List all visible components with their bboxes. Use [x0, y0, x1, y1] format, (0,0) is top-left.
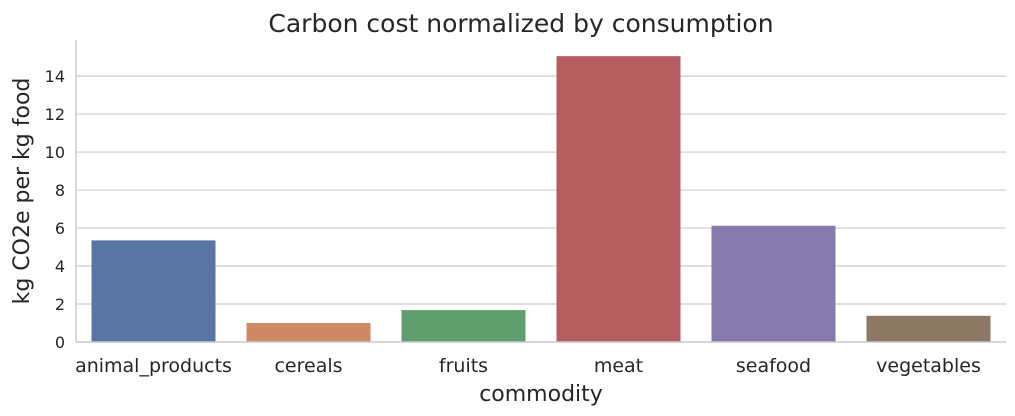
x-axis-label: commodity: [479, 382, 603, 407]
y-tick-label-14: 14: [45, 67, 65, 86]
bar-seafood: [711, 225, 836, 342]
x-tick-label-animal-products: animal_products: [75, 355, 232, 377]
x-tick-label-vegetables: vegetables: [876, 355, 981, 377]
y-tick-label-4: 4: [55, 257, 65, 276]
y-tick-label-10: 10: [45, 143, 65, 162]
bar-vegetables: [866, 315, 991, 342]
x-tick-label-seafood: seafood: [736, 355, 811, 377]
bar-animal-products: [91, 240, 216, 342]
y-tick-label-8: 8: [55, 181, 65, 200]
axes: [75, 40, 1006, 343]
chart-title: Carbon cost normalized by consumption: [268, 9, 773, 38]
bar-meat: [556, 56, 681, 342]
x-tick-label-fruits: fruits: [439, 355, 488, 377]
gridlines: [76, 75, 1006, 305]
y-tick-labels: 0 2 4 6 8 10 12 14: [45, 67, 65, 352]
bar-fruits: [401, 310, 526, 342]
x-tick-label-meat: meat: [594, 355, 643, 377]
y-tick-label-2: 2: [55, 295, 65, 314]
y-tick-label-12: 12: [45, 105, 65, 124]
bar-cereals: [246, 323, 371, 342]
y-tick-label-6: 6: [55, 219, 65, 238]
x-tick-label-cereals: cereals: [274, 355, 342, 377]
x-tick-labels: animal_products cereals fruits meat seafood v…: [75, 355, 981, 377]
y-tick-label-0: 0: [55, 333, 65, 352]
bars: [91, 56, 991, 342]
y-axis-label: kg CO2e per kg food: [10, 78, 35, 305]
